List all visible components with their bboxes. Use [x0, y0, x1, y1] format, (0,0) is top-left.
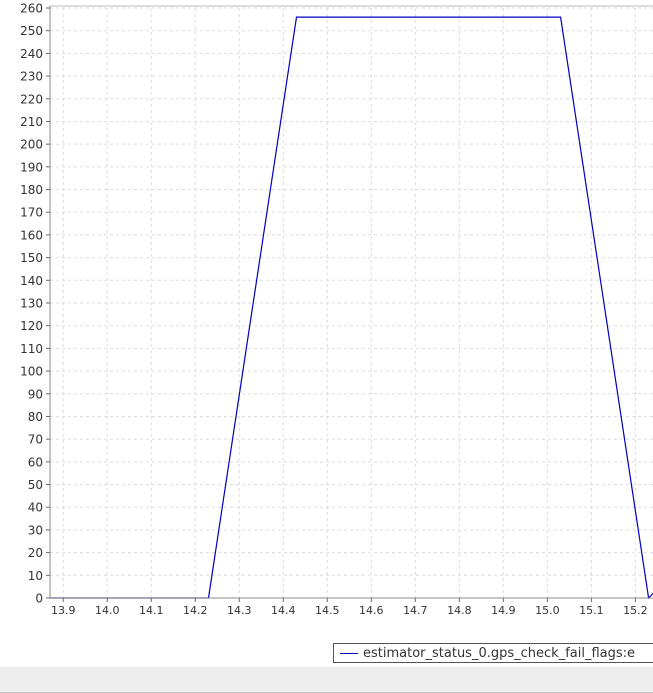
y-tick-label: 30 — [28, 523, 43, 537]
x-tick-label: 14.2 — [183, 604, 208, 617]
y-tick-label: 70 — [28, 433, 43, 447]
x-tick-label: 14.8 — [447, 604, 472, 617]
y-tick-label: 130 — [20, 297, 43, 311]
y-tick-label: 200 — [20, 138, 43, 152]
grid-lines — [50, 7, 653, 599]
y-tick-label: 240 — [20, 47, 43, 61]
y-tick-label: 180 — [20, 183, 43, 197]
y-tick-label: 150 — [20, 251, 43, 265]
y-tick-label: 220 — [20, 92, 43, 106]
x-tick-label: 14.6 — [359, 604, 384, 617]
y-tick-label: 210 — [20, 115, 43, 129]
x-tick-label: 14.3 — [227, 604, 252, 617]
legend: estimator_status_0.gps_check_fail_flags:… — [333, 643, 653, 663]
x-tick-label: 14.7 — [403, 604, 428, 617]
y-tick-label: 170 — [20, 206, 43, 220]
x-tick-label: 14.9 — [491, 604, 516, 617]
x-tick-label: 14.0 — [95, 604, 120, 617]
line-chart: 0 10 20 30 40 50 60 70 80 90 100 110 120 130 140 150 160… — [20, 2, 653, 617]
status-bar — [0, 667, 653, 693]
y-tick-label: 20 — [28, 546, 43, 560]
y-tick-label: 40 — [28, 501, 43, 515]
series-line — [50, 16, 653, 600]
x-tick-label: 14.5 — [315, 604, 340, 617]
x-tick-label: 13.9 — [51, 604, 76, 617]
chart-area: 0 10 20 30 40 50 60 70 80 90 100 110 120 130 140 150 160… — [20, 1, 653, 663]
y-tick-label: 140 — [20, 274, 43, 288]
y-tick-label: 230 — [20, 70, 43, 84]
y-tick-label: 120 — [20, 319, 43, 333]
legend-entry-label: estimator_status_0.gps_check_fail_flags:… — [363, 645, 636, 661]
axes — [49, 5, 653, 599]
y-tick-label: 100 — [20, 365, 43, 379]
y-tick-label: 250 — [20, 24, 43, 38]
y-tick-label: 190 — [20, 160, 43, 174]
series-group — [50, 16, 653, 600]
y-tick-label: 10 — [28, 569, 43, 583]
y-tick-label: 260 — [20, 2, 43, 16]
x-tick-label: 15.0 — [535, 604, 560, 617]
y-axis-ticks: 0 10 20 30 40 50 60 70 80 90 100 110 120 130 140 150 160… — [20, 2, 50, 606]
x-tick-label: 14.4 — [271, 604, 296, 617]
y-tick-label: 160 — [20, 228, 43, 242]
y-tick-label: 50 — [28, 478, 43, 492]
x-tick-label: 15.2 — [623, 604, 648, 617]
y-tick-label: 0 — [35, 592, 43, 606]
y-tick-label: 60 — [28, 455, 43, 469]
y-tick-label: 90 — [28, 387, 43, 401]
legend-swatch — [340, 652, 358, 654]
x-axis-ticks: 13.9 14.0 14.1 14.2 14.3 14.4 14.5 14.6 14.7 14.8… — [51, 598, 648, 617]
x-tick-label: 14.1 — [139, 604, 164, 617]
y-tick-label: 110 — [20, 342, 43, 356]
y-tick-label: 80 — [28, 410, 43, 424]
x-tick-label: 15.1 — [579, 604, 604, 617]
